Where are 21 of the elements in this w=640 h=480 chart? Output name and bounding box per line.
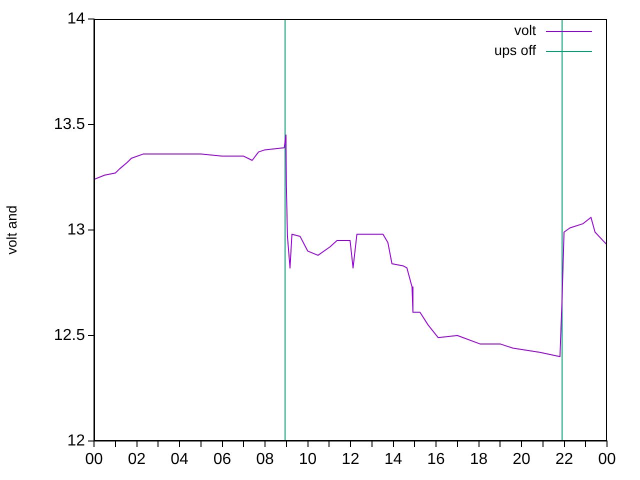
x-tick-label: 22 (555, 451, 574, 468)
x-tick-label: 16 (427, 451, 445, 468)
x-tick-label: 02 (128, 451, 146, 468)
x-tick-label: 14 (384, 451, 402, 468)
x-tick-label: 20 (512, 451, 530, 468)
x-tick-label: 00 (598, 451, 616, 468)
x-tick-label: 10 (298, 451, 317, 468)
y-tick-label: 12 (67, 432, 86, 450)
y-tick-label: 13.5 (54, 116, 86, 133)
x-tick-label: 12 (342, 451, 360, 468)
y-tick-label: 12.5 (54, 326, 86, 344)
legend-label: ups off (494, 42, 536, 58)
y-tick-label: 14 (67, 10, 86, 28)
legend-label: volt (514, 22, 536, 38)
x-tick-label: 08 (256, 451, 274, 468)
x-tick-label: 00 (85, 451, 103, 468)
x-tick-label: 04 (170, 451, 188, 468)
y-axis-title: volt and (3, 205, 20, 255)
x-tick-label: 06 (213, 451, 232, 468)
y-tick-label: 13 (67, 221, 86, 238)
x-tick-label: 18 (470, 451, 488, 468)
